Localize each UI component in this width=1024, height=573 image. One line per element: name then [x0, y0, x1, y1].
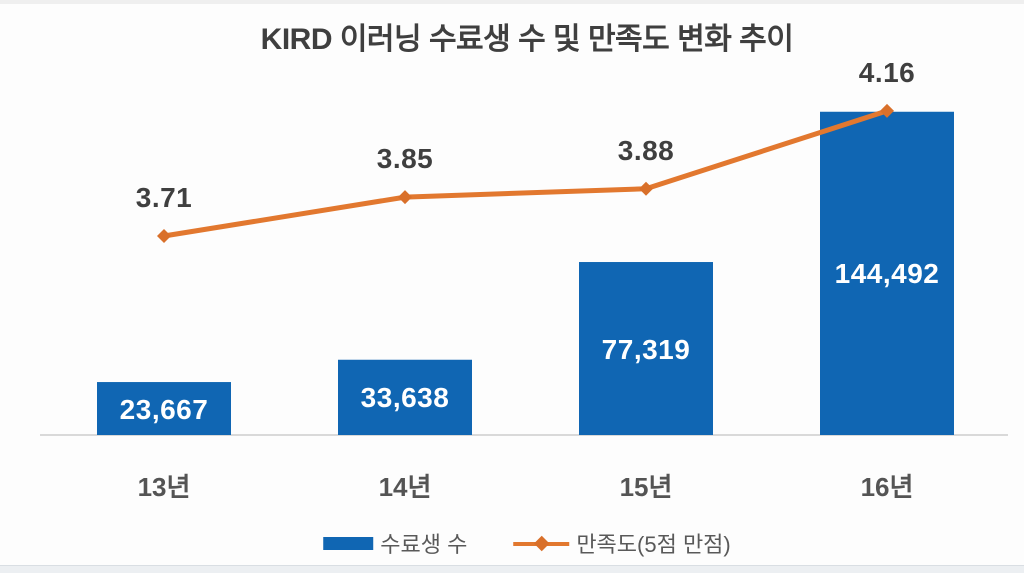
- bar-series-swatch: [323, 536, 374, 550]
- top-edge-strip: [0, 0, 1024, 4]
- legend-label-line: 만족도(5점 만점): [576, 532, 731, 557]
- line-value-label: 3.71: [135, 182, 193, 214]
- chart-title: KIRD 이러닝 수료생 수 및 만족도 변화 추이: [260, 23, 794, 56]
- bar-value-label: 33,638: [360, 382, 450, 414]
- line-value-label: 3.85: [376, 143, 434, 175]
- legend-item-line: 만족도(5점 만점): [513, 527, 731, 559]
- x-axis-label: 14년: [378, 472, 432, 502]
- line-series-swatch: [513, 535, 570, 551]
- bar-value-label: 23,667: [119, 393, 209, 425]
- bottom-edge-strip: [0, 565, 1024, 573]
- x-axis-label: 13년: [137, 472, 191, 502]
- legend-item-bar: 수료생 수: [323, 527, 467, 559]
- diamond-marker-icon: [534, 535, 550, 551]
- bar-value-label: 77,319: [601, 333, 691, 365]
- legend: 수료생 수 만족도(5점 만점): [323, 527, 731, 559]
- line-value-label: 4.16: [858, 56, 916, 88]
- legend-label-bar: 수료생 수: [380, 532, 468, 557]
- line-value-label: 3.88: [617, 134, 675, 166]
- x-axis-label: 15년: [619, 472, 673, 502]
- bar-value-label: 144,492: [834, 258, 940, 290]
- x-axis-label: 16년: [860, 472, 914, 502]
